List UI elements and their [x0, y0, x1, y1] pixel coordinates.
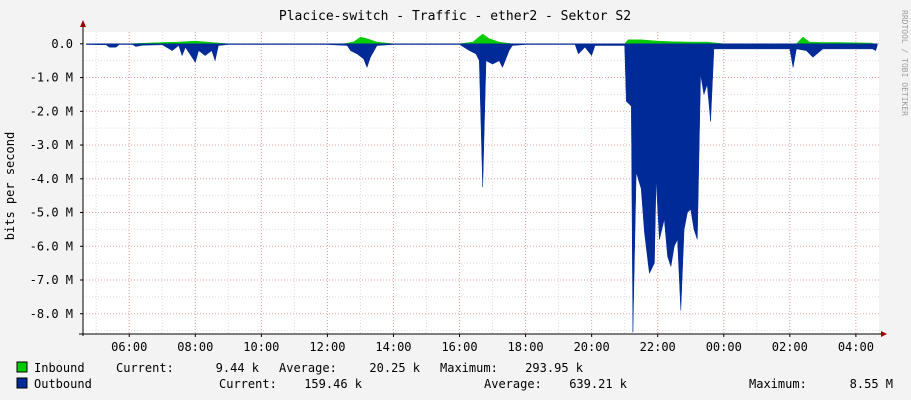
- legend-outbound-current: 159.46 k: [304, 377, 363, 391]
- y-tick-label: -6.0 M: [30, 239, 73, 253]
- legend-outbound-current-label: Current:: [219, 377, 277, 391]
- x-tick-label: 04:00: [838, 340, 874, 354]
- y-tick-label: -1.0 M: [30, 71, 73, 85]
- x-tick-label: 10:00: [243, 340, 279, 354]
- legend-swatch-outbound: [16, 377, 28, 389]
- y-tick-label: -4.0 M: [30, 172, 73, 186]
- legend-outbound-average-label: Average:: [484, 377, 542, 391]
- y-tick-label: -7.0 M: [30, 273, 73, 287]
- y-tick-label: -2.0 M: [30, 104, 73, 118]
- x-tick-label: 18:00: [508, 340, 544, 354]
- y-axis-label: bits per second: [3, 132, 17, 240]
- y-tick-label: 0.0: [51, 37, 73, 51]
- legend-inbound-current: 9.44 k: [216, 361, 260, 375]
- rrdtool-watermark: RRDTOOL / TOBI OETIKER: [900, 10, 909, 116]
- x-tick-label: 16:00: [441, 340, 477, 354]
- x-tick-label: 02:00: [772, 340, 808, 354]
- legend-inbound-name: Inbound: [34, 361, 85, 375]
- legend-outbound-maximum-label: Maximum:: [749, 377, 807, 391]
- x-tick-label: 00:00: [706, 340, 742, 354]
- legend-inbound-current-label: Current:: [116, 361, 174, 375]
- legend-outbound-name: Outbound: [34, 377, 92, 391]
- x-tick-label: 06:00: [111, 340, 147, 354]
- series-area-outbound: [86, 43, 878, 333]
- legend-inbound-average: 20.25 k: [369, 361, 420, 375]
- y-tick-label: -8.0 M: [30, 307, 73, 321]
- y-tick-labels: 0.0 -1.0 M -2.0 M -3.0 M -4.0 M -5.0 M -6.0 M -…: [30, 37, 73, 321]
- y-tick-label: -3.0 M: [30, 138, 73, 152]
- grid-lines: [83, 32, 879, 334]
- legend: Inbound Current: 9.44 k Average: 20.25 k…: [16, 361, 893, 391]
- x-tick-label: 08:00: [177, 340, 213, 354]
- legend-inbound-average-label: Average:: [279, 361, 337, 375]
- chart-title: Placice-switch - Traffic - ether2 - Sekt…: [279, 9, 631, 24]
- x-axis-arrow: [881, 331, 887, 337]
- x-tick-label: 22:00: [640, 340, 676, 354]
- y-tick-label: -5.0 M: [30, 206, 73, 220]
- x-tick-label: 12:00: [309, 340, 345, 354]
- legend-inbound-maximum-label: Maximum:: [440, 361, 498, 375]
- legend-outbound-maximum: 8.55 M: [850, 377, 893, 391]
- x-tick-label: 20:00: [574, 340, 610, 354]
- x-tick-labels: 06:00 08:00 10:00 12:00 14:00 16:00 18:00 20:00…: [111, 340, 874, 354]
- series-areas: [86, 33, 878, 333]
- legend-swatch-inbound: [16, 361, 28, 373]
- axes: [79, 20, 887, 337]
- legend-inbound-maximum: 293.95 k: [525, 361, 584, 375]
- x-tick-label: 14:00: [375, 340, 411, 354]
- legend-outbound-average: 639.21 k: [569, 377, 628, 391]
- y-axis-arrow: [80, 20, 86, 27]
